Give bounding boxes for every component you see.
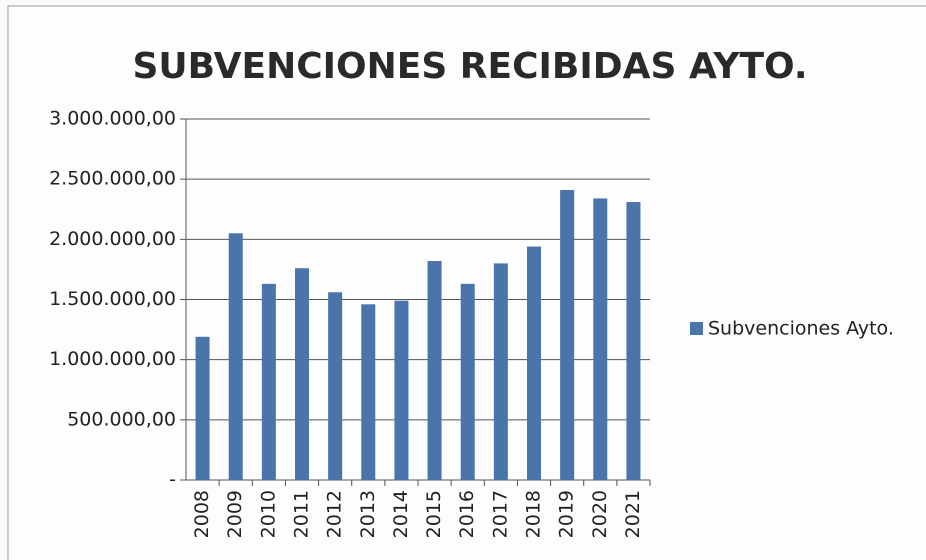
bar xyxy=(460,283,475,480)
y-tick-label: 3.000.000,00 xyxy=(49,108,176,130)
legend-label: Subvenciones Ayto. xyxy=(708,318,894,340)
y-tick-label: 2.000.000,00 xyxy=(49,228,176,250)
bar xyxy=(195,336,210,480)
y-tick-label: 1.500.000,00 xyxy=(49,288,176,310)
bar xyxy=(427,260,442,480)
bar xyxy=(361,304,376,480)
x-tick-label: 2012 xyxy=(324,490,346,538)
chart-title: SUBVENCIONES RECIBIDAS AYTO. xyxy=(132,46,807,87)
bar xyxy=(560,189,575,480)
x-tick-label: 2018 xyxy=(523,490,545,538)
x-tick-label: 2015 xyxy=(423,490,445,538)
x-tick-label: 2010 xyxy=(257,490,279,538)
bar xyxy=(328,292,343,480)
x-tick-label: 2014 xyxy=(390,490,412,538)
bar xyxy=(626,202,641,480)
y-tick-label: 2.500.000,00 xyxy=(49,168,176,190)
bar xyxy=(394,300,409,480)
x-tick-label: 2021 xyxy=(622,490,644,538)
y-tick-label: 500.000,00 xyxy=(67,408,176,430)
legend-swatch xyxy=(690,322,703,335)
y-tick-label: - xyxy=(169,469,176,491)
bar xyxy=(593,198,608,481)
x-tick-label: 2013 xyxy=(357,490,379,538)
bar xyxy=(261,283,276,480)
bar xyxy=(228,233,243,480)
x-tick-label: 2017 xyxy=(489,490,511,538)
x-tick-label: 2020 xyxy=(589,490,611,538)
bar xyxy=(527,246,541,480)
x-tick-label: 2011 xyxy=(291,490,313,538)
x-tick-label: 2019 xyxy=(556,490,578,538)
bar xyxy=(295,268,309,480)
x-tick-label: 2008 xyxy=(191,490,213,538)
y-tick-label: 1.000.000,00 xyxy=(49,348,176,370)
x-tick-label: 2009 xyxy=(224,490,246,538)
bar xyxy=(493,263,508,480)
x-tick-label: 2016 xyxy=(456,490,478,538)
